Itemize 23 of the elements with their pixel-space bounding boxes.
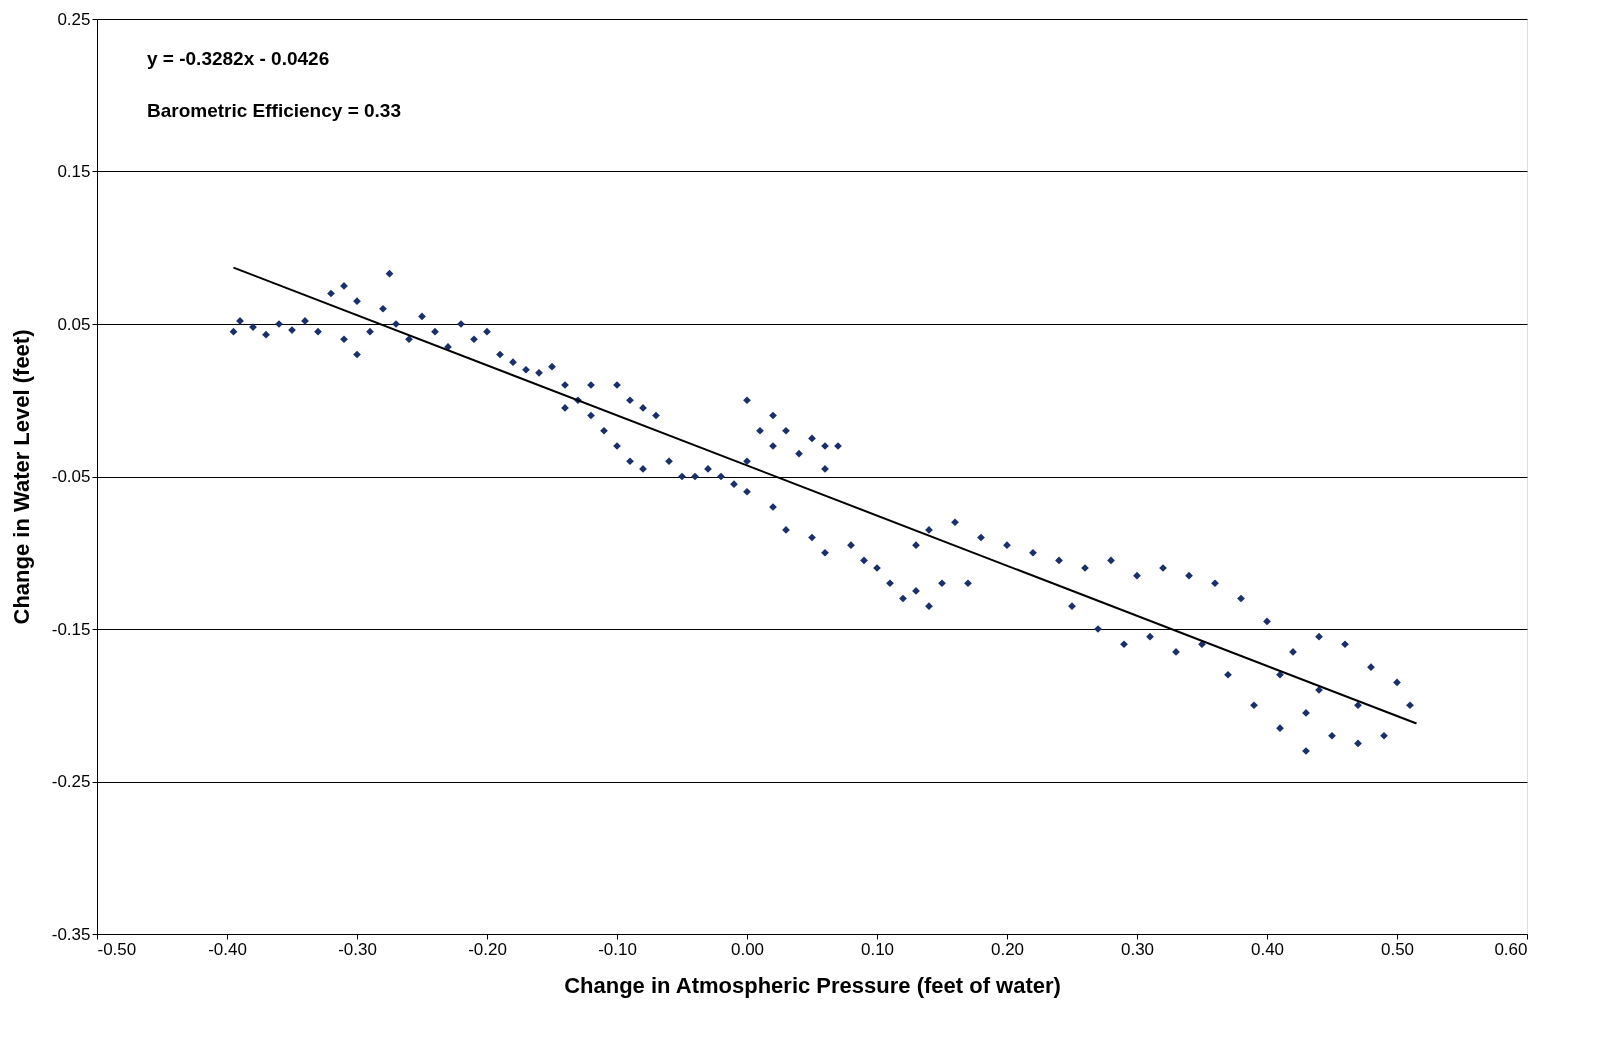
x-tick-label: 0.50 bbox=[1380, 939, 1415, 959]
x-tick-label: -0.30 bbox=[338, 939, 377, 959]
y-tick-label: -0.25 bbox=[51, 772, 91, 791]
y-tick-label: 0.05 bbox=[57, 314, 91, 334]
x-axis-title: Change in Atmospheric Pressure (feet of water) bbox=[564, 972, 1061, 998]
annotation: Barometric Efficiency = 0.33 bbox=[147, 100, 401, 121]
annotation: y = -0.3282x - 0.0426 bbox=[147, 48, 330, 69]
x-tick-label: -0.10 bbox=[598, 939, 637, 959]
x-tick-label: 0.40 bbox=[1250, 939, 1285, 959]
y-tick-label: 0.15 bbox=[57, 162, 91, 181]
y-tick-label: -0.35 bbox=[51, 924, 91, 944]
x-tick-label: 0.20 bbox=[990, 939, 1025, 959]
x-tick-label: 0.10 bbox=[860, 939, 895, 959]
x-tick-label: 0.30 bbox=[1120, 939, 1155, 959]
x-tick-label: -0.40 bbox=[208, 939, 247, 959]
x-tick-label: 0.60 bbox=[1494, 939, 1528, 959]
y-axis-title: Change in Water Level (feet) bbox=[8, 329, 34, 625]
x-tick-label: 0.00 bbox=[730, 939, 765, 959]
y-tick-label: -0.15 bbox=[51, 619, 91, 639]
y-tick-label: 0.25 bbox=[57, 9, 91, 29]
x-tick-label: -0.50 bbox=[97, 939, 137, 959]
x-tick-label: -0.20 bbox=[468, 939, 507, 959]
y-tick-label: -0.05 bbox=[51, 467, 91, 486]
